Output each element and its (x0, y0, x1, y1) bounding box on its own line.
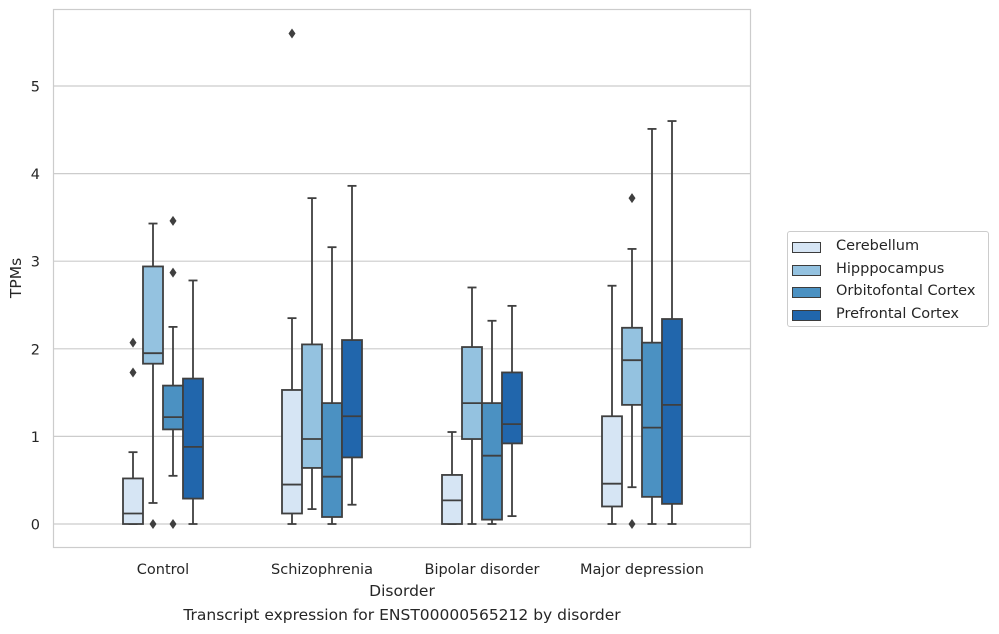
outlier-point (129, 337, 137, 348)
plot-area-frame (52, 8, 752, 549)
outlier-point (149, 519, 157, 529)
outlier-point (169, 267, 177, 278)
outlier-point (288, 28, 296, 39)
outlier-point (628, 519, 636, 529)
box-plot (461, 286, 483, 525)
legend-swatch (792, 264, 821, 276)
box-iqr (281, 389, 303, 515)
box-plot (441, 431, 463, 525)
y-tick-label: 3 (31, 255, 40, 271)
box-plot (301, 197, 323, 511)
box-iqr (601, 415, 623, 508)
box-iqr (621, 326, 643, 406)
outlier-point (628, 193, 636, 204)
legend-item-prefrontal-cortex: Prefrontal Cortex (788, 304, 988, 327)
box-iqr (321, 402, 343, 518)
box-plot (481, 319, 503, 525)
legend-item-cerebellum: Cerebellum (788, 236, 988, 259)
box-iqr (481, 402, 503, 521)
x-tick-label: Control (137, 562, 189, 578)
legend-label: Orbitofontal Cortex (836, 283, 976, 299)
legend-swatch (792, 287, 821, 298)
box-iqr (182, 377, 204, 500)
figure-caption: Transcript expression for ENST0000056521… (183, 606, 621, 624)
x-tick-label: Major depression (580, 562, 704, 578)
outlier-point (129, 367, 137, 378)
x-axis-label: Disorder (369, 582, 435, 600)
legend-swatch (792, 242, 821, 253)
box-groups (122, 28, 683, 529)
box-iqr (641, 341, 663, 498)
box-plot (641, 128, 663, 525)
legend: Cerebellum Hipppocampus Orbitofontal Cor… (787, 231, 989, 327)
box-iqr (142, 265, 164, 365)
legend-swatch (792, 309, 821, 321)
legend-label: Cerebellum (836, 238, 920, 254)
legend-item-hippocampus: Hipppocampus (788, 259, 988, 282)
y-axis-label: TPMs (7, 258, 25, 299)
legend-label: Hipppocampus (836, 260, 945, 277)
box-iqr (461, 346, 483, 440)
x-tick-label: Bipolar disorder (425, 562, 540, 578)
y-tick-label: 2 (31, 342, 40, 358)
box-plot (142, 222, 164, 529)
outlier-point (169, 519, 177, 529)
legend-label: Prefrontal Cortex (836, 305, 959, 322)
box-iqr (661, 318, 683, 505)
box-plot (281, 28, 303, 525)
box-plot (182, 279, 204, 525)
box-iqr (501, 371, 523, 445)
box-plot (162, 215, 184, 529)
box-plot (501, 304, 523, 518)
y-tick-label: 0 (31, 518, 40, 534)
box-iqr (122, 477, 144, 525)
box-iqr (341, 339, 363, 459)
y-tick-label: 4 (31, 167, 40, 183)
box-plot (341, 184, 363, 506)
box-plot (321, 246, 343, 525)
x-tick-label: Schizophrenia (271, 562, 373, 578)
box-plot (122, 337, 144, 525)
box-iqr (301, 343, 323, 469)
outlier-point (169, 215, 177, 226)
box-iqr (162, 384, 184, 431)
y-tick-label: 1 (31, 430, 40, 446)
box-plot (601, 284, 623, 525)
box-plot (661, 120, 683, 525)
legend-item-orbitofrontal-cortex: Orbitofontal Cortex (788, 281, 988, 304)
box-plot (621, 193, 643, 529)
y-axis-tick-labels: 0 1 2 3 4 5 (31, 80, 40, 534)
x-axis-tick-labels: Control Schizophrenia Bipolar disorder Majo… (137, 562, 704, 578)
y-tick-label: 5 (31, 80, 40, 96)
